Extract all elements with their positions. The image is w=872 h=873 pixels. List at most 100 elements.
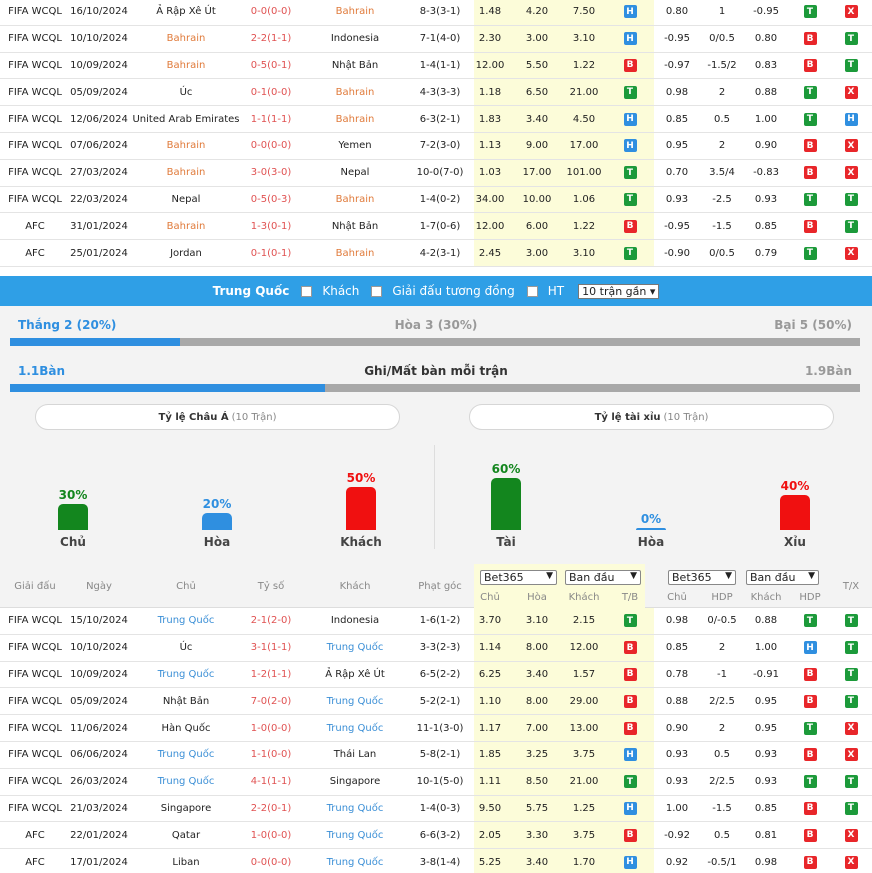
cell-text: FIFA WCQL [8,113,62,125]
cell-text: FIFA WCQL [8,722,62,734]
bookmaker-select-2[interactable]: Bet365 ▼ [668,570,736,585]
cell-h1: 0.80 [660,0,694,25]
similar-league-label: Giải đấu tương đồng [392,284,515,298]
cell-home: Bahrain [128,53,244,79]
away-team-link[interactable]: Bahrain [335,113,375,125]
result-cell: T [834,769,868,795]
cell-h3: -0.95 [747,0,785,25]
asia-odds-tab[interactable]: Tỷ lệ Châu Á (10 Trận) [35,404,400,430]
away-team-link[interactable]: Bahrain [335,6,375,18]
asia-bar [202,512,232,530]
cell-o2: 8.00 [517,635,557,661]
initial-select[interactable]: Ban đầu ▼ [565,570,641,585]
away-team-link[interactable]: Bahrain [335,193,375,205]
cell-text: 3.5/4 [709,167,735,179]
result-cell: T [793,79,827,105]
away-team-link[interactable]: Ả Rập Xê Út [325,668,385,680]
cell-text: 3.40 [525,856,549,868]
cell-text: 0.93 [754,776,778,788]
away-checkbox[interactable] [301,285,313,297]
cell-o1: 2.05 [472,822,508,848]
result-badge: X [844,721,858,735]
home-team-link[interactable]: Hàn Quốc [161,722,211,734]
away-team-link[interactable]: Yemen [338,140,372,152]
result-badge: T [803,775,817,789]
cell-text: 1.00 [754,113,778,125]
home-team-link[interactable]: Singapore [160,802,212,814]
home-team-link[interactable]: Trung Quốc [157,749,215,761]
cell-text: 11-1(3-0) [416,722,464,734]
away-team-link[interactable]: Trung Quốc [326,722,384,734]
away-team-link[interactable]: Nepal [340,167,370,179]
result-badge: X [844,828,858,842]
cell-text: 1.10 [478,695,502,707]
home-team-link[interactable]: Jordan [170,247,202,259]
cell-o1: 1.85 [472,742,508,768]
cell-text: 1.70 [572,856,596,868]
away-team-link[interactable]: Bahrain [335,86,375,98]
home-team-link[interactable]: Liban [172,856,200,868]
home-team-link[interactable]: Bahrain [166,33,206,45]
cell-text: 0.83 [754,59,778,71]
cell-text: 1-7(0-6) [419,220,461,232]
away-team-link[interactable]: Trung Quốc [326,829,384,841]
cell-o1: 12.00 [472,53,508,79]
result-badge: B [803,694,817,708]
cell-date: 06/06/2024 [70,742,128,768]
cell-league: FIFA WCQL [0,662,70,688]
cell-text: FIFA WCQL [8,59,62,71]
away-team-link[interactable]: Singapore [329,776,381,788]
cell-o2: 17.00 [517,160,557,186]
home-team-link[interactable]: Trung Quốc [157,615,215,627]
result-cell: T [793,240,827,266]
chevron-down-icon: ▼ [546,571,553,581]
home-team-link[interactable]: Bahrain [166,220,206,232]
cell-text: 1.00 [754,642,778,654]
result-cell: H [615,0,645,25]
home-team-link[interactable]: Qatar [171,829,201,841]
home-team-link[interactable]: Bahrain [166,140,206,152]
home-team-link[interactable]: Nhật Bản [162,695,210,707]
cell-o1: 1.48 [472,0,508,25]
bookmaker-select[interactable]: Bet365 ▼ [480,570,557,585]
cell-text: 21.00 [569,776,599,788]
cell-o2: 5.75 [517,796,557,822]
cell-h3: 1.00 [747,106,785,132]
cell-text: 1.00 [665,802,689,814]
home-team-link[interactable]: Úc [179,642,193,654]
ht-checkbox[interactable] [526,285,538,297]
home-team-link[interactable]: Bahrain [166,59,206,71]
cell-text: 22/03/2024 [70,193,128,205]
home-team-link[interactable]: Trung Quốc [157,668,215,680]
away-team-link[interactable]: Trung Quốc [326,695,384,707]
away-team-link[interactable]: Trung Quốc [326,802,384,814]
initial-select-2[interactable]: Ban đầu ▼ [746,570,819,585]
home-team-link[interactable]: Ả Rập Xê Út [156,6,216,18]
away-team-link[interactable]: Nhật Bản [331,220,379,232]
away-team-link[interactable]: Thái Lan [333,749,377,761]
match-count-value: 10 trận gần [582,284,647,298]
away-team-link[interactable]: Trung Quốc [326,642,384,654]
header-home: Chủ [176,581,196,592]
cell-text: 17.00 [569,140,599,152]
result-badge: H [623,5,637,19]
away-team-link[interactable]: Trung Quốc [326,856,384,868]
ou-bar [780,495,810,530]
away-team-link[interactable]: Bahrain [335,247,375,259]
away-team-link[interactable]: Indonesia [330,33,380,45]
home-team-link[interactable]: Trung Quốc [157,776,215,788]
away-team-link[interactable]: Indonesia [330,615,380,627]
result-badge: B [803,667,817,681]
cell-text: 0.92 [665,856,689,868]
home-team-link[interactable]: Úc [179,86,193,98]
asia-percent: 20% [202,496,232,511]
over-under-tab[interactable]: Tỷ lệ tài xỉu (10 Trận) [469,404,834,430]
away-team-link[interactable]: Nhật Bản [331,59,379,71]
cell-h1: 0.70 [660,160,694,186]
home-team-link[interactable]: United Arab Emirates [132,113,240,125]
home-team-link[interactable]: Nepal [171,193,201,205]
cell-text: 1 [718,6,726,18]
match-count-select[interactable]: 10 trận gần ▾ [578,283,660,299]
home-team-link[interactable]: Bahrain [166,167,206,179]
similar-league-checkbox[interactable] [371,285,383,297]
